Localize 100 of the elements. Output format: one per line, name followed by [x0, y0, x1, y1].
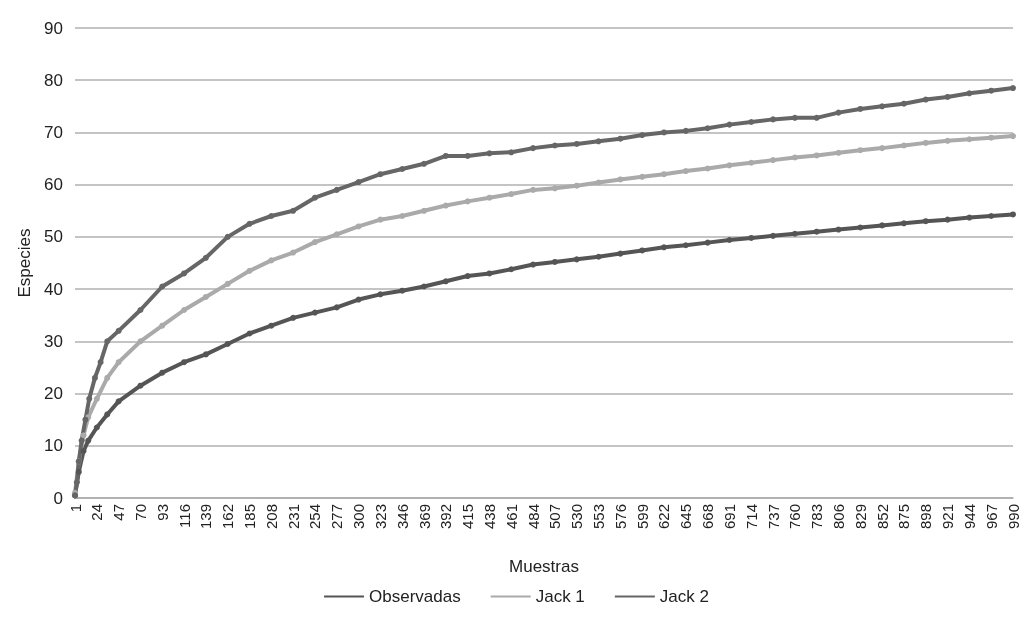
point: [660, 171, 667, 178]
point: [573, 140, 580, 147]
x-tick-label: 70: [131, 504, 149, 521]
point: [399, 287, 406, 294]
point: [224, 340, 231, 347]
x-tick-label: 392: [437, 504, 455, 530]
point: [104, 338, 111, 345]
point: [922, 139, 929, 146]
x-tick-label: 415: [459, 504, 477, 530]
point: [78, 437, 85, 444]
point: [944, 137, 951, 144]
point: [202, 254, 209, 261]
point: [377, 216, 384, 223]
x-tick-label: 461: [502, 504, 520, 530]
point: [333, 304, 340, 311]
point: [660, 244, 667, 251]
point: [770, 232, 777, 239]
point: [355, 296, 362, 303]
point: [508, 149, 515, 156]
point: [639, 173, 646, 180]
point: [181, 359, 188, 366]
point: [617, 135, 624, 142]
point: [900, 100, 907, 107]
x-tick-label: 116: [175, 504, 193, 528]
y-tick-label: 70: [44, 122, 63, 142]
point: [704, 125, 711, 132]
x-tick-label: 231: [284, 504, 302, 530]
point: [595, 179, 602, 186]
x-tick-label: 323: [371, 504, 389, 530]
y-axis-title: Especies: [15, 228, 34, 298]
point: [115, 398, 122, 405]
point: [944, 93, 951, 100]
point: [1010, 211, 1016, 218]
point: [86, 395, 93, 402]
point: [464, 152, 471, 159]
y-tick-label: 40: [44, 279, 63, 299]
y-tick-label: 80: [44, 70, 63, 90]
point: [311, 239, 318, 246]
x-tick-label: 300: [350, 504, 368, 530]
x-tick-label: 714: [742, 504, 760, 530]
point: [246, 220, 253, 227]
point: [639, 247, 646, 254]
point: [573, 256, 580, 263]
x-tick-label: 783: [808, 504, 826, 530]
point: [399, 166, 406, 172]
point: [988, 213, 995, 219]
point: [726, 121, 733, 128]
point: [137, 338, 144, 345]
point: [879, 222, 886, 229]
point: [617, 176, 624, 183]
x-tick-label: 507: [546, 504, 564, 530]
point: [988, 134, 995, 141]
point: [224, 280, 231, 287]
x-tick-label: 921: [939, 504, 957, 530]
point: [617, 250, 624, 257]
y-tick-label: 20: [44, 384, 63, 404]
point: [770, 157, 777, 164]
point: [813, 152, 820, 159]
point: [159, 322, 166, 329]
x-tick-label: 346: [393, 504, 411, 530]
x-tick-label: 806: [829, 504, 847, 530]
x-tick-label: 599: [633, 504, 651, 530]
point: [268, 213, 275, 219]
point: [748, 159, 755, 166]
x-tick-label: 576: [611, 504, 629, 530]
point: [104, 411, 111, 418]
point: [442, 278, 449, 285]
legend-label: Jack 2: [659, 587, 709, 606]
x-tick-label: 737: [764, 504, 782, 530]
x-tick-label: 852: [873, 504, 891, 530]
x-tick-label: 24: [88, 504, 106, 521]
point: [682, 168, 689, 175]
point: [421, 207, 428, 214]
x-tick-label: 875: [895, 504, 913, 530]
point: [115, 359, 122, 366]
x-tick-label: 208: [262, 504, 280, 530]
x-tick-label: 47: [110, 504, 128, 521]
point: [988, 87, 995, 94]
point: [879, 145, 886, 152]
point: [290, 314, 297, 321]
point: [486, 150, 493, 157]
point: [966, 136, 973, 143]
point: [508, 266, 515, 273]
point: [900, 142, 907, 149]
point: [835, 109, 842, 116]
point: [333, 186, 340, 193]
point: [311, 194, 318, 201]
point: [835, 226, 842, 233]
x-tick-label: 553: [590, 504, 608, 530]
point: [73, 479, 80, 486]
x-tick-label: 668: [699, 504, 717, 530]
point: [682, 242, 689, 249]
point: [75, 468, 82, 475]
point: [464, 198, 471, 205]
point: [355, 179, 362, 186]
x-tick-label: 530: [568, 504, 586, 530]
point: [508, 191, 515, 198]
point: [551, 185, 558, 192]
point: [748, 119, 755, 125]
point: [464, 273, 471, 280]
